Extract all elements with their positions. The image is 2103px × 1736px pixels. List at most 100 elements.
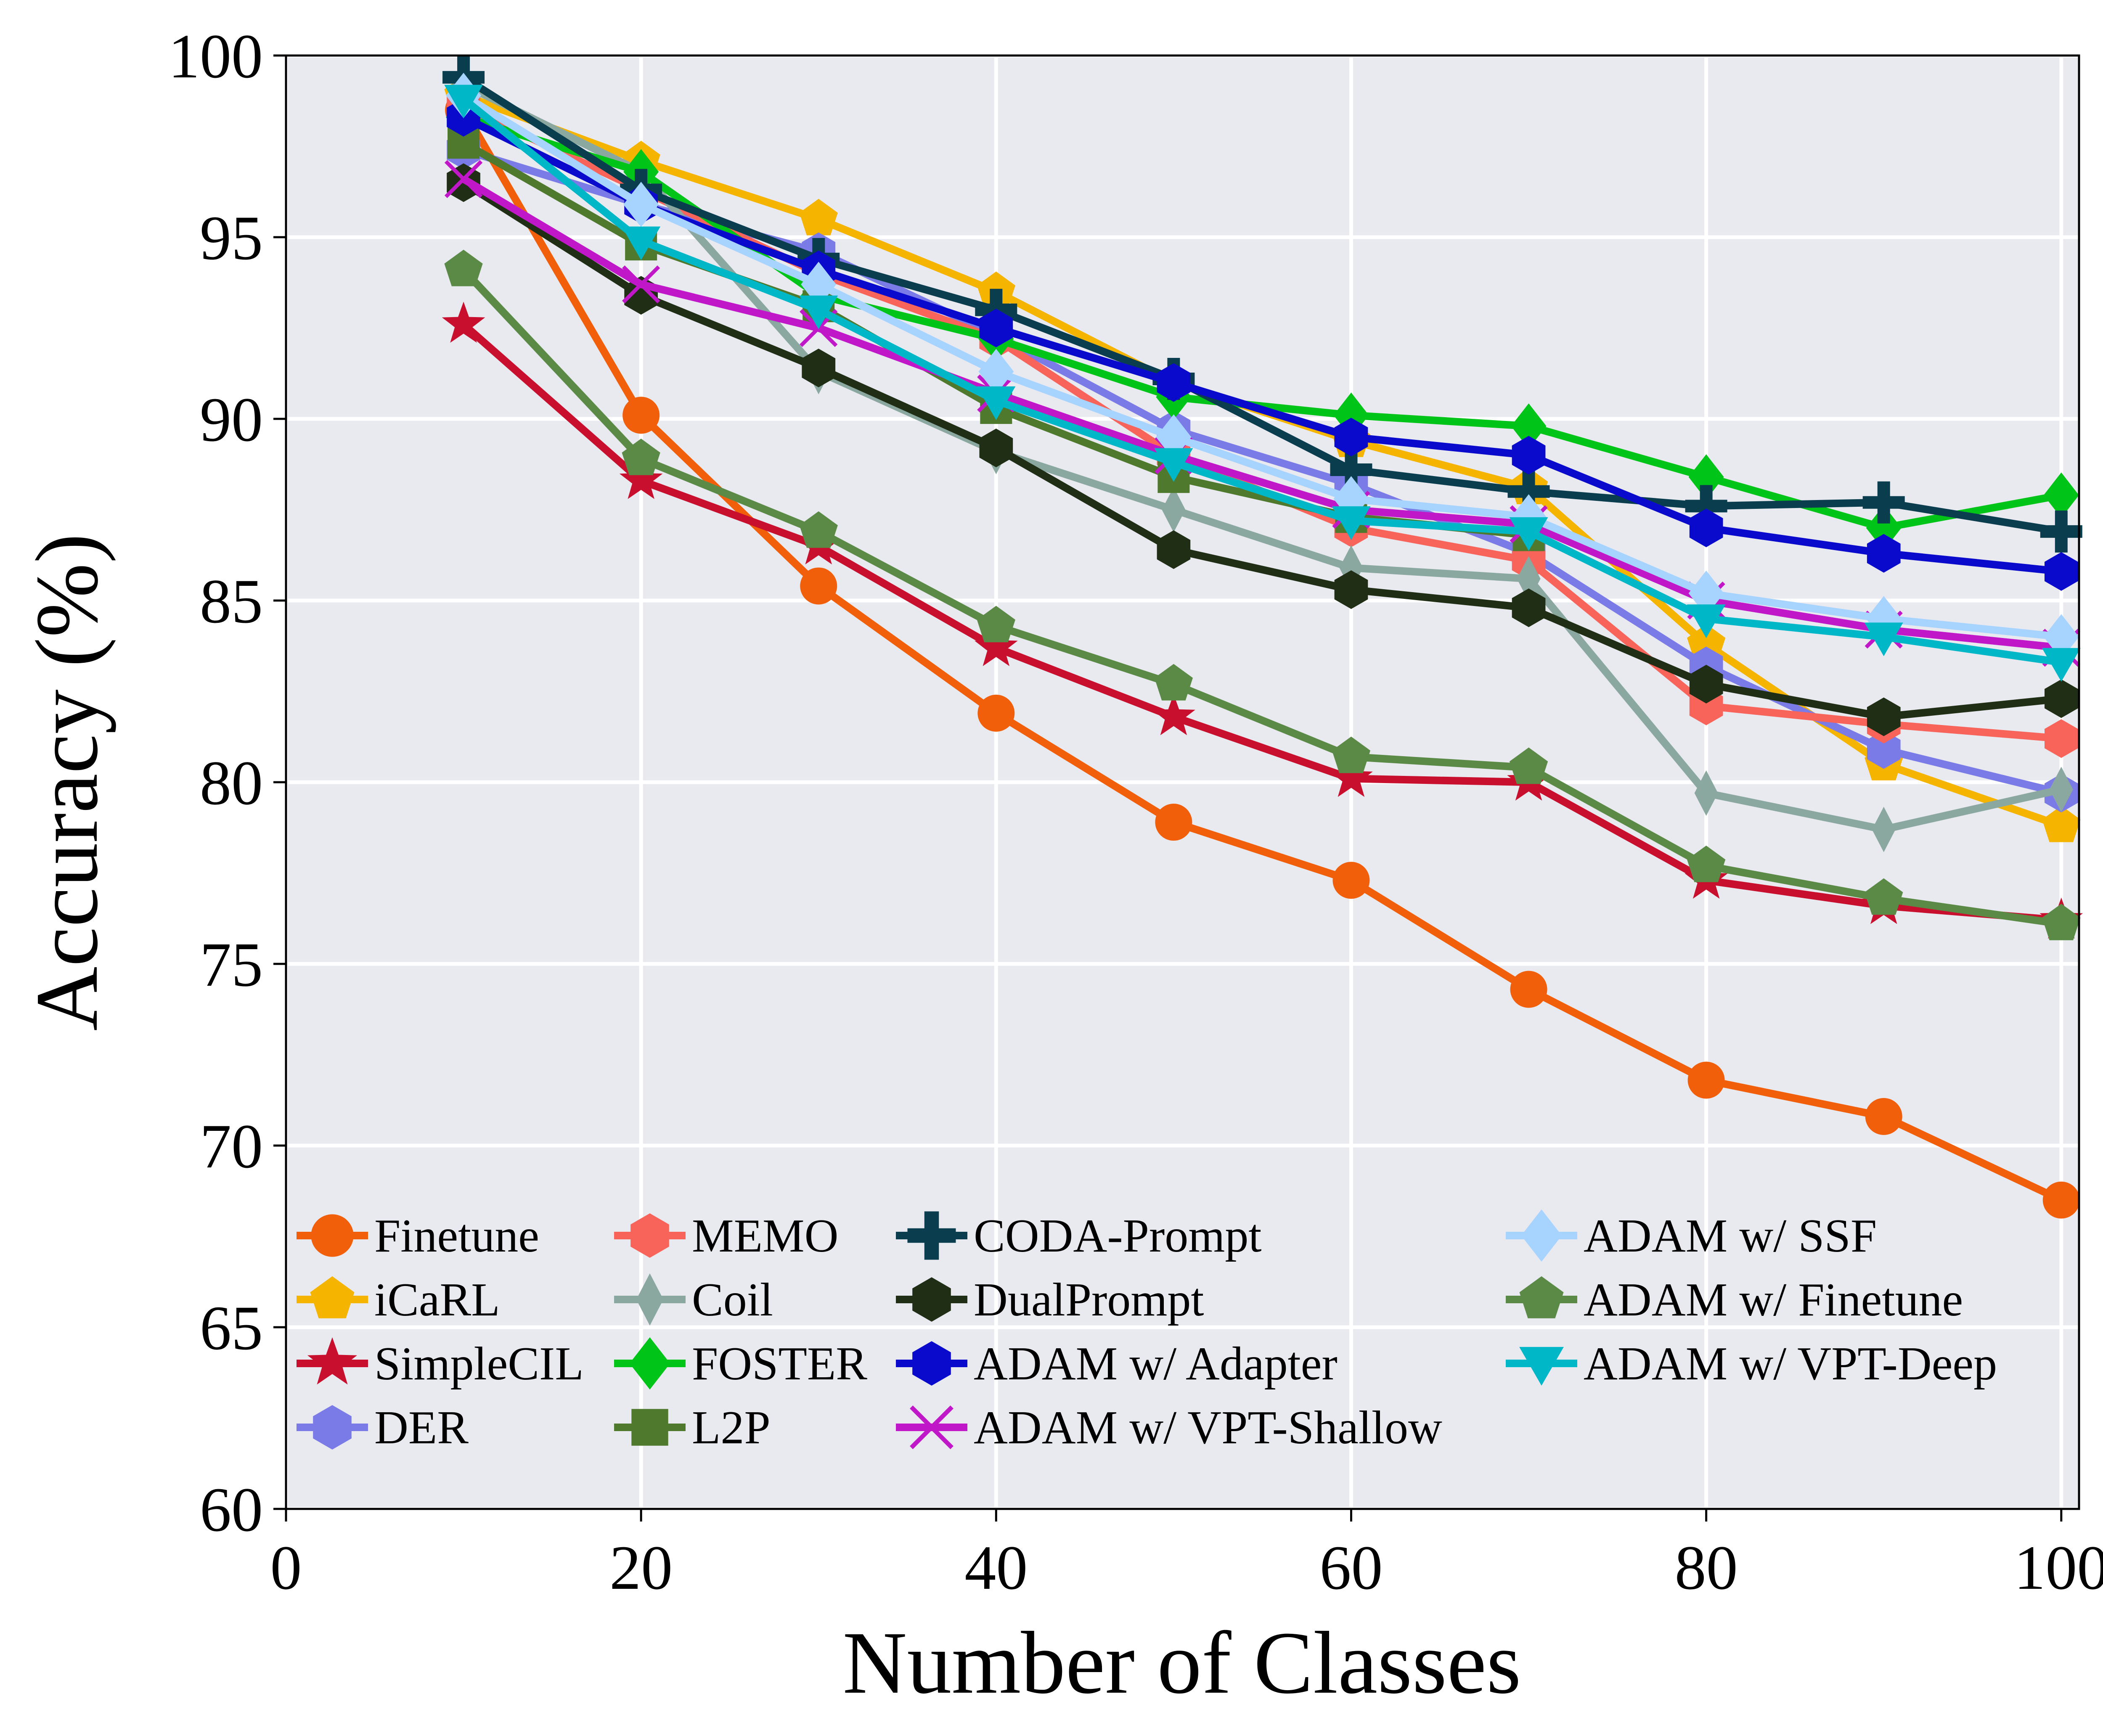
legend-label: iCaRL <box>374 1274 500 1326</box>
legend-label: L2P <box>692 1402 771 1454</box>
data-point <box>622 226 661 260</box>
data-point <box>1862 481 1905 524</box>
series-line <box>462 114 2062 575</box>
x-axis-title: Number of Classes <box>842 1613 1521 1712</box>
legend-label: FOSTER <box>692 1338 867 1390</box>
y-tick-label: 95 <box>200 203 263 273</box>
data-point <box>1689 664 1723 704</box>
series-line <box>461 92 2062 641</box>
legend-label: ADAM w/ SSF <box>1584 1210 1877 1262</box>
series-line <box>461 74 2062 535</box>
legend-swatch-marker <box>1521 1209 1562 1262</box>
legend-label: CODA-Prompt <box>974 1210 1261 1262</box>
data-point <box>979 429 1013 468</box>
data-point <box>2042 648 2081 682</box>
legend-swatch-marker <box>912 1341 951 1386</box>
data-point <box>2042 1181 2080 1219</box>
legend-entry: CODA-Prompt <box>896 1210 1261 1262</box>
data-point <box>2043 472 2079 518</box>
x-tick-label: 40 <box>964 1533 1028 1603</box>
legend-entry: L2P <box>614 1402 771 1454</box>
legend-swatch-marker <box>910 1405 954 1449</box>
series-line <box>461 321 2062 924</box>
legend-entry: MEMO <box>614 1210 838 1262</box>
data-point <box>1872 807 1896 852</box>
data-point <box>1334 418 1368 457</box>
y-axis-title: Accuracy (%) <box>17 534 116 1031</box>
data-point <box>1687 604 1726 638</box>
legend-entry: ADAM w/ VPT-Deep <box>1506 1338 1997 1390</box>
data-point <box>1330 448 1372 491</box>
data-point <box>977 606 1015 643</box>
data-point <box>799 511 838 548</box>
data-point <box>802 349 836 387</box>
data-point <box>1154 664 1193 701</box>
data-point <box>2042 805 2081 842</box>
data-point <box>1689 508 1723 548</box>
x-tick-label: 0 <box>270 1533 302 1603</box>
legend-swatch-marker <box>629 1337 670 1390</box>
data-point <box>2045 552 2078 591</box>
data-point <box>1332 506 1371 540</box>
y-tick-label: 70 <box>200 1111 263 1181</box>
x-tick-label: 80 <box>1675 1533 1738 1603</box>
legend-entry: iCaRL <box>297 1274 500 1326</box>
x-tick-label: 20 <box>609 1533 673 1603</box>
data-point <box>1332 736 1371 773</box>
legend-label: Coil <box>692 1274 773 1326</box>
data-point <box>619 458 663 499</box>
y-tick-label: 75 <box>200 930 263 1000</box>
legend-label: Finetune <box>374 1210 539 1262</box>
data-point <box>1512 436 1546 475</box>
legend-entry: SimpleCIL <box>297 1337 584 1390</box>
legend-entry: ADAM w/ Adapter <box>896 1338 1338 1390</box>
data-point <box>2045 679 2078 718</box>
series-dualprompt <box>447 163 2078 736</box>
legend-swatch-marker <box>310 1276 355 1318</box>
data-point <box>978 349 1014 394</box>
legend-label: DualPrompt <box>974 1274 1204 1326</box>
data-point <box>799 295 838 329</box>
data-point <box>1154 448 1193 482</box>
series-adam-w-finetune <box>444 249 2081 940</box>
data-point <box>444 85 483 119</box>
data-point <box>622 439 660 475</box>
data-point <box>1867 534 1901 573</box>
data-point <box>2042 904 2081 940</box>
axis-ticks: 0 20 40 60 80 100 60 65 70 75 80 85 90 95 100 <box>168 21 2103 1603</box>
data-point <box>1157 363 1191 402</box>
data-point <box>800 567 837 605</box>
y-tick-label: 60 <box>200 1475 263 1545</box>
legend-swatch-marker <box>636 1273 664 1326</box>
legend: Finetune iCaRL SimpleCIL DER MEMO Coil FOSTER L… <box>297 1209 1997 1454</box>
data-point <box>1685 485 1727 527</box>
data-point <box>622 397 660 434</box>
legend-entry: Coil <box>614 1273 773 1326</box>
legend-label: ADAM w/ VPT-Shallow <box>974 1402 1442 1454</box>
legend-entry: DER <box>297 1402 469 1454</box>
legend-entry: FOSTER <box>614 1337 867 1390</box>
y-tick-label: 65 <box>200 1293 263 1363</box>
data-point <box>1688 454 1724 500</box>
legend-entry: ADAM w/ SSF <box>1506 1209 1877 1262</box>
series-finetune <box>445 91 2080 1219</box>
data-point <box>1867 697 1901 736</box>
data-point <box>1687 845 1726 882</box>
data-point <box>977 694 1015 732</box>
legend-swatch-marker <box>907 1211 956 1260</box>
data-point <box>2049 767 2073 812</box>
legend-label: ADAM w/ Finetune <box>1584 1274 1963 1326</box>
data-point <box>1157 530 1191 569</box>
data-point <box>1507 470 1550 513</box>
series-line <box>461 179 2062 721</box>
data-point <box>2040 510 2082 553</box>
y-tick-label: 80 <box>200 748 263 818</box>
data-point <box>975 625 1018 666</box>
legend-swatch-marker <box>630 1213 669 1258</box>
y-tick-label: 90 <box>200 385 263 455</box>
series-line <box>461 96 2062 666</box>
legend-label: SimpleCIL <box>374 1338 584 1390</box>
data-point <box>1687 624 1726 661</box>
data-point <box>444 249 483 286</box>
